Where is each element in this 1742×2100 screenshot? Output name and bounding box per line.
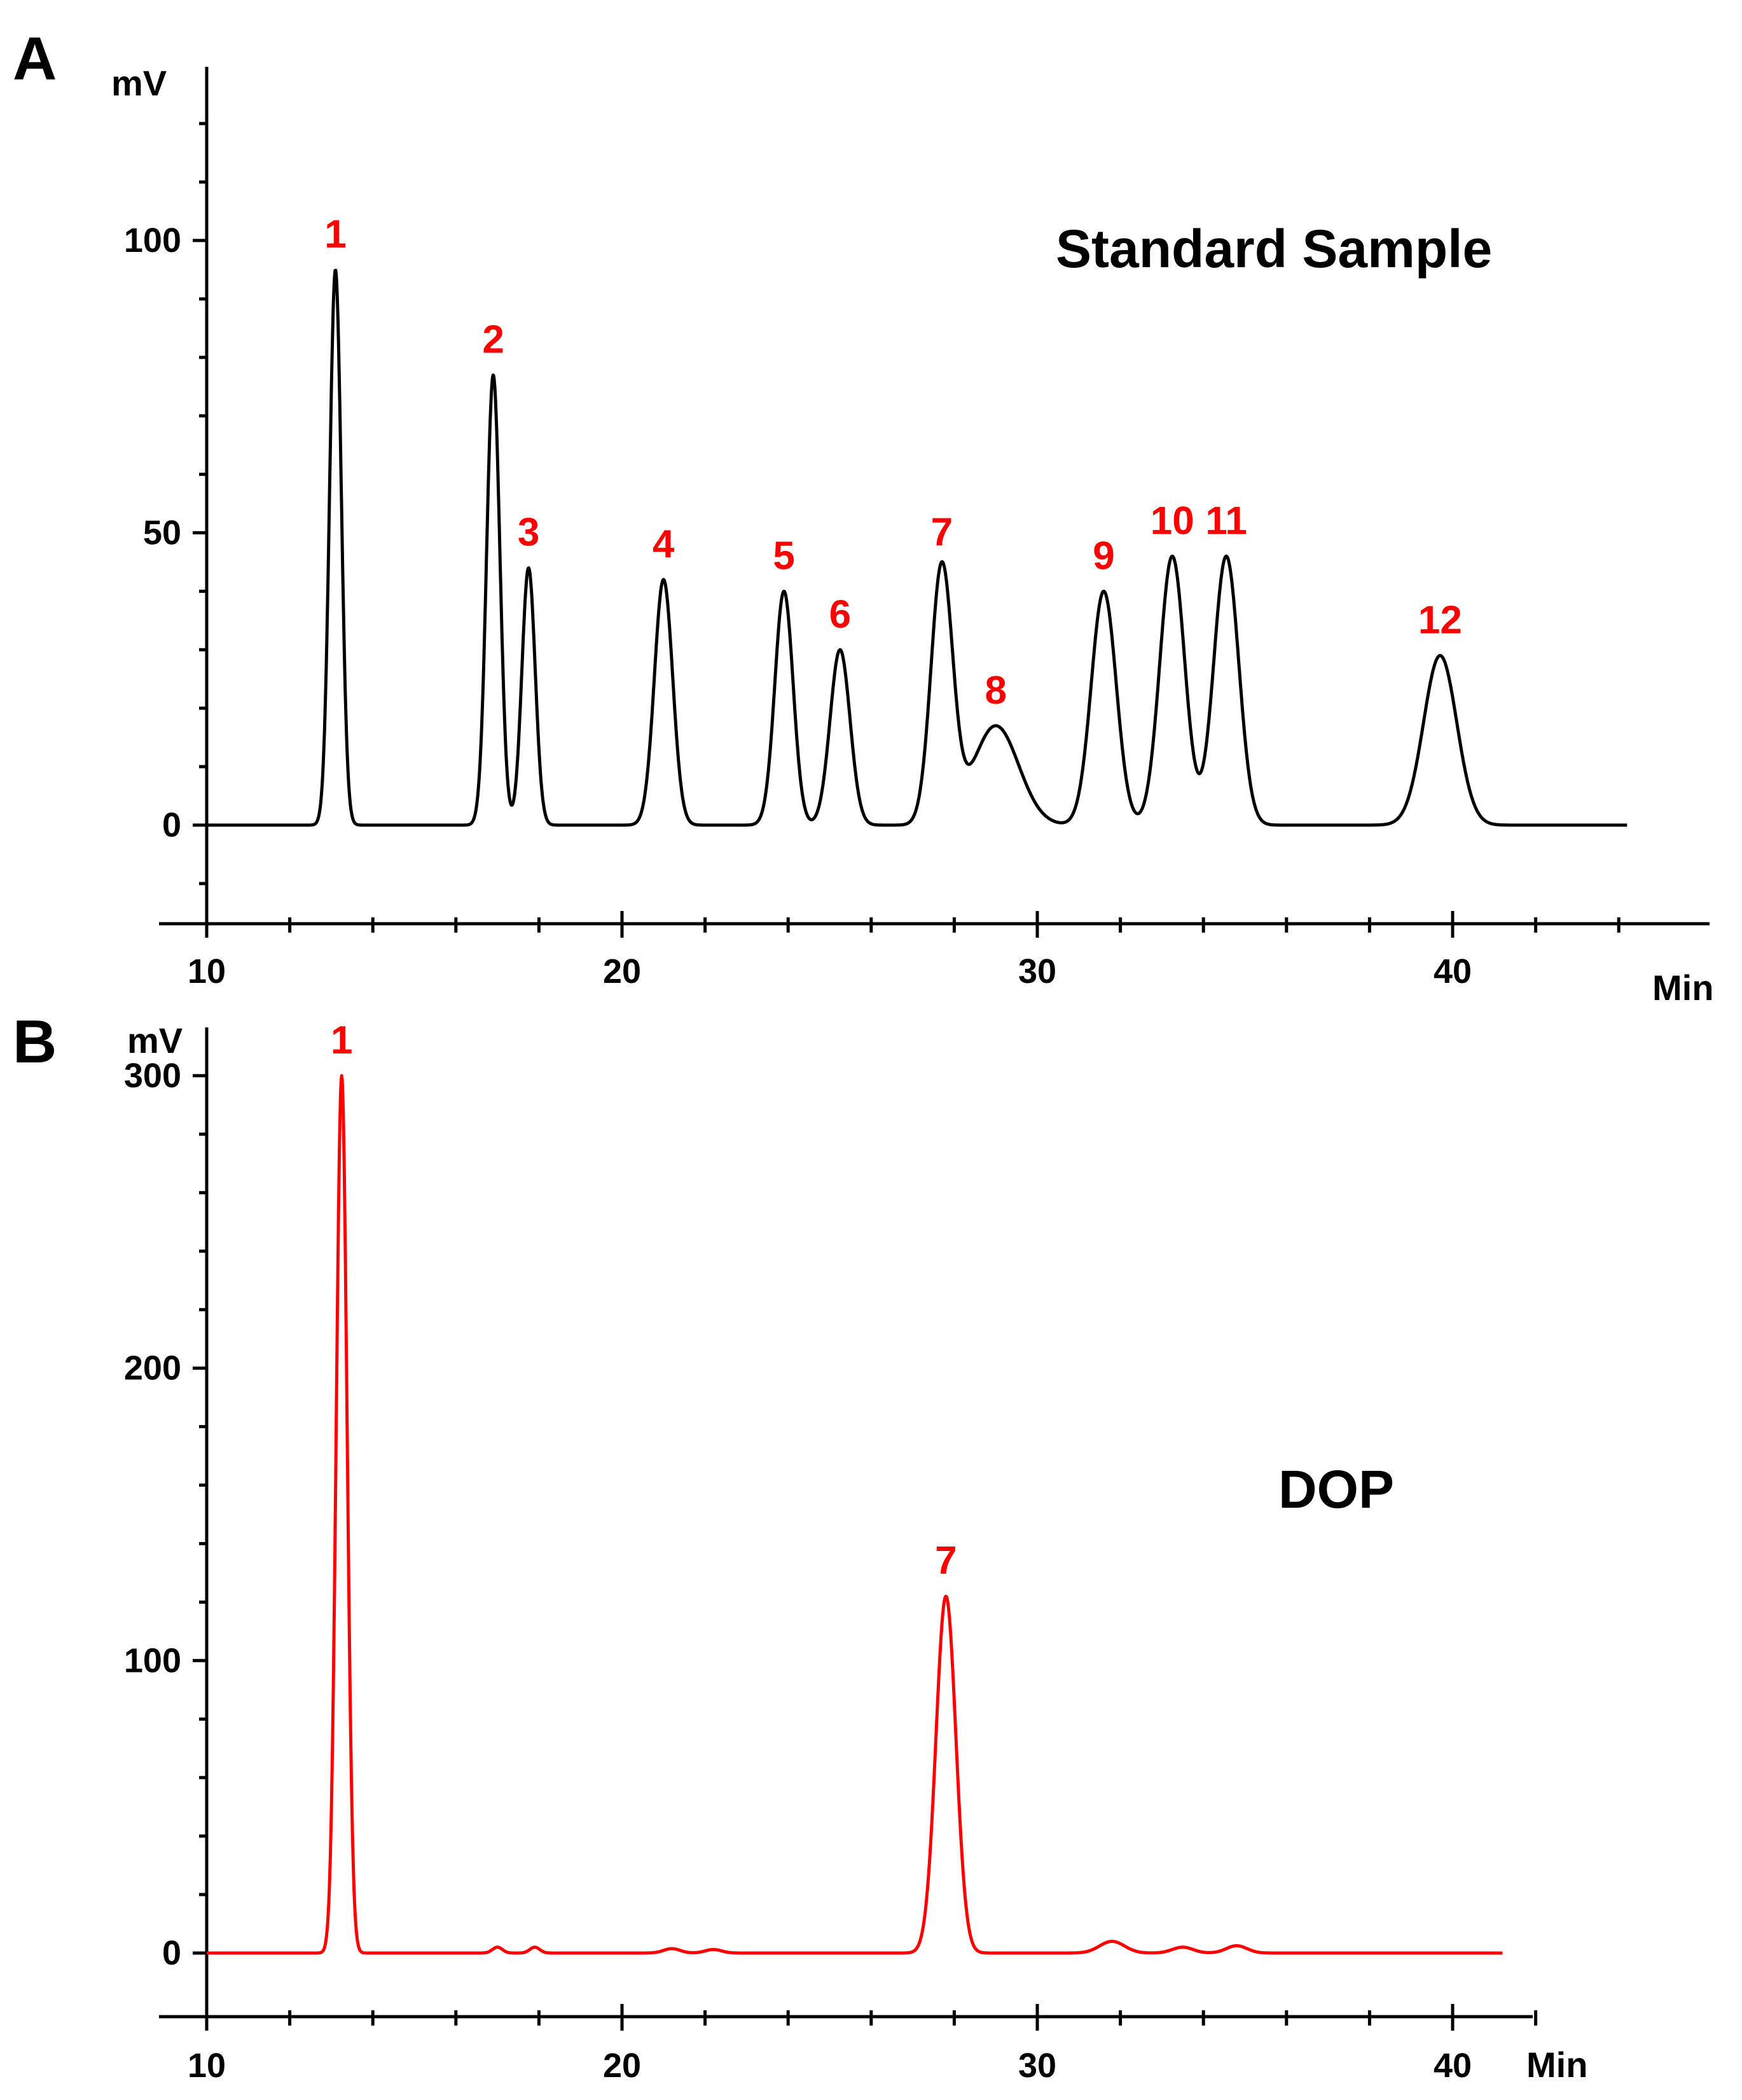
- panel-b-y-ticks: 0 100 200 300: [124, 1057, 207, 1972]
- y-tick-label: 50: [143, 514, 181, 552]
- panel-b-x-ticks: 10 20 30 40: [188, 2004, 1538, 2085]
- x-tick-label: 40: [1434, 2047, 1472, 2085]
- peak-label: 6: [829, 592, 851, 636]
- peak-label: 12: [1418, 598, 1462, 642]
- x-tick-label: 30: [1018, 952, 1056, 991]
- x-tick-label: 30: [1018, 2047, 1056, 2085]
- panel-a-x-unit: Min: [1652, 968, 1713, 1008]
- peak-label: 7: [931, 511, 953, 555]
- peak-label: 3: [518, 511, 539, 555]
- peak-label: 9: [1093, 534, 1114, 578]
- peak-label: 4: [653, 522, 675, 566]
- peak-label: 8: [985, 669, 1006, 713]
- peak-label: 1: [331, 1019, 352, 1062]
- panel-b-letter: B: [13, 1008, 57, 1076]
- x-tick-label: 10: [188, 952, 226, 991]
- x-tick-label: 20: [603, 952, 641, 991]
- x-tick-label: 10: [188, 2047, 226, 2085]
- panel-a-x-ticks: 10 20 30 40: [188, 911, 1621, 991]
- panel-a-letter: A: [13, 25, 57, 93]
- peak-label: 1: [324, 212, 346, 256]
- peak-label: 10: [1151, 499, 1194, 543]
- panel-b-peak-labels: 17: [331, 1019, 957, 1583]
- y-tick-label: 0: [162, 1934, 181, 1972]
- panel-b-trace: [205, 1074, 1504, 1955]
- panel-b-y-unit: mV: [127, 1020, 183, 1060]
- panel-a-y-unit: mV: [111, 63, 167, 103]
- peak-label: 7: [935, 1539, 957, 1583]
- y-tick-label: 300: [124, 1057, 181, 1095]
- panel-a-title: Standard Sample: [1056, 219, 1492, 279]
- panel-a-trace: [205, 268, 1628, 827]
- y-tick-label: 0: [162, 806, 181, 844]
- panel-b-title: DOP: [1278, 1459, 1394, 1519]
- y-tick-label: 100: [124, 221, 181, 260]
- x-tick-label: 40: [1434, 952, 1472, 991]
- panel-a-y-ticks: 0 50 100: [124, 122, 207, 886]
- peak-label: 11: [1205, 499, 1247, 543]
- x-tick-label: 20: [603, 2047, 641, 2085]
- panel-b-x-unit: Min: [1526, 2045, 1587, 2085]
- peak-label: 5: [773, 534, 794, 578]
- y-tick-label: 100: [124, 1641, 181, 1679]
- peak-label: 2: [482, 317, 504, 361]
- y-tick-label: 200: [124, 1349, 181, 1387]
